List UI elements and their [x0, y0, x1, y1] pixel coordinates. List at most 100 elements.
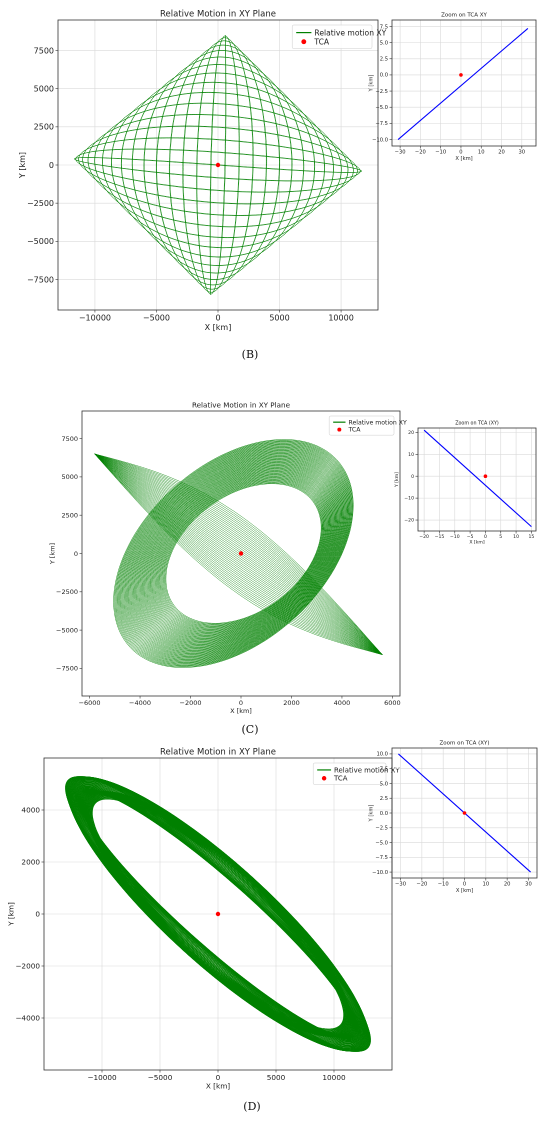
orbit-trace	[94, 453, 383, 655]
orbit-trace	[74, 35, 362, 295]
orbit-trace	[162, 480, 324, 627]
orbit-trace	[142, 463, 336, 644]
y-tick-label: 0	[49, 161, 54, 170]
orbit-trace	[156, 475, 327, 632]
orbit-trace	[157, 476, 327, 631]
x-tick-label: 0	[459, 150, 462, 156]
orbit-trace	[150, 470, 331, 637]
orbit-trace	[128, 451, 345, 656]
x-tick-label: 20	[504, 882, 511, 888]
y-tick-label: −5000	[27, 237, 54, 246]
orbit-trace	[159, 478, 326, 629]
orbit-trace	[81, 791, 355, 1037]
legend-series-label: Relative motion XY	[314, 28, 386, 37]
y-tick-label: 0	[74, 550, 78, 558]
orbit-trace	[81, 790, 355, 1038]
orbit-trace	[94, 453, 383, 655]
orbit-trace	[94, 453, 383, 655]
x-tick-label: −5	[467, 534, 474, 540]
y-tick-label: −20	[404, 518, 414, 524]
y-tick-label: −7500	[56, 665, 78, 673]
x-tick-label: 10	[483, 882, 490, 888]
plot-area	[397, 27, 529, 140]
orbit-trace	[88, 793, 348, 1035]
orbit-trace	[94, 453, 383, 655]
orbit-trace	[70, 779, 366, 1049]
x-tick-label: −20	[416, 882, 427, 888]
x-tick-label: 10	[513, 534, 519, 540]
x-tick-label: 2000	[283, 699, 300, 707]
orbit-trace	[165, 483, 322, 624]
y-tick-label: −2500	[56, 588, 78, 596]
orbit-trace	[121, 445, 349, 662]
orbit-trace	[135, 457, 340, 650]
x-tick-label: −10000	[87, 1073, 117, 1082]
y-tick-label: 5.0	[380, 40, 388, 46]
y-tick-label: 4000	[21, 806, 40, 815]
x-tick-label: 0	[484, 534, 487, 540]
orbit-trace	[124, 448, 347, 659]
orbit-trace	[94, 453, 383, 655]
orbit-trace	[122, 446, 349, 661]
orbit-trace	[94, 453, 383, 655]
orbit-trace	[94, 453, 383, 655]
orbit-trace	[94, 453, 383, 655]
orbit-trace	[94, 453, 383, 655]
orbit-trace	[81, 791, 355, 1037]
orbit-trace	[94, 453, 383, 655]
x-tick-label: −5000	[143, 314, 170, 323]
orbit-trace	[94, 453, 383, 655]
orbit-trace	[145, 466, 334, 641]
orbit-trace	[94, 453, 383, 655]
orbit-trace	[117, 442, 351, 665]
orbit-trace	[138, 460, 339, 647]
orbit-trace	[94, 453, 383, 655]
zoom-y-axis-label: Y [km]	[368, 805, 374, 823]
x-tick-label: 10000	[328, 314, 353, 323]
orbit-trace	[152, 472, 330, 635]
y-tick-label: −2500	[27, 199, 54, 208]
y-tick-label: −5.0	[375, 105, 388, 111]
orbit-trace	[155, 474, 328, 633]
legend-tca-label: TCA	[333, 775, 348, 783]
orbit-trace	[131, 454, 343, 653]
orbit-trace	[94, 453, 383, 655]
y-tick-label: −10.0	[372, 870, 388, 876]
x-tick-label: 10000	[322, 1073, 346, 1082]
panel-0: −10000 −5000 0 5000 10000 −7500 −5000 −2500 0 250…	[18, 10, 537, 361]
orbit-trace	[94, 453, 383, 655]
zoom-tca-point	[462, 811, 467, 815]
x-tick-label: −2000	[180, 699, 202, 707]
orbit-trace	[94, 453, 383, 655]
orbit-trace	[140, 462, 337, 645]
y-tick-label: 7.5	[380, 767, 388, 773]
y-tick-label: 2.5	[380, 796, 388, 802]
orbit-trace	[94, 453, 383, 655]
tca-point	[215, 911, 221, 917]
orbit-trace	[70, 778, 366, 1050]
orbit-trace	[144, 465, 335, 642]
orbit-trace	[80, 790, 356, 1038]
orbit-trace	[154, 473, 329, 634]
y-tick-label: 0	[411, 474, 414, 480]
zoom-axes-frame	[417, 427, 537, 532]
x-tick-label: 0	[463, 882, 466, 888]
orbit-trace	[91, 797, 345, 1031]
legend-box	[312, 762, 387, 785]
y-tick-label: 7.5	[380, 24, 388, 30]
orbit-trace	[89, 795, 347, 1033]
y-tick-label: 7500	[61, 435, 78, 443]
x-tick-label: −10000	[79, 314, 111, 323]
orbit-trace	[94, 453, 383, 655]
panel-caption: (C)	[242, 723, 259, 736]
orbit-trace	[94, 453, 383, 655]
legend-box	[328, 415, 395, 436]
orbit-trace	[94, 453, 383, 655]
orbit-trace	[162, 481, 324, 626]
orbit-trace	[87, 792, 349, 1036]
orbit-trace	[123, 447, 348, 660]
orbit-trace	[133, 456, 341, 651]
y-tick-label: −7500	[27, 275, 54, 284]
x-tick-label: 6000	[384, 699, 401, 707]
